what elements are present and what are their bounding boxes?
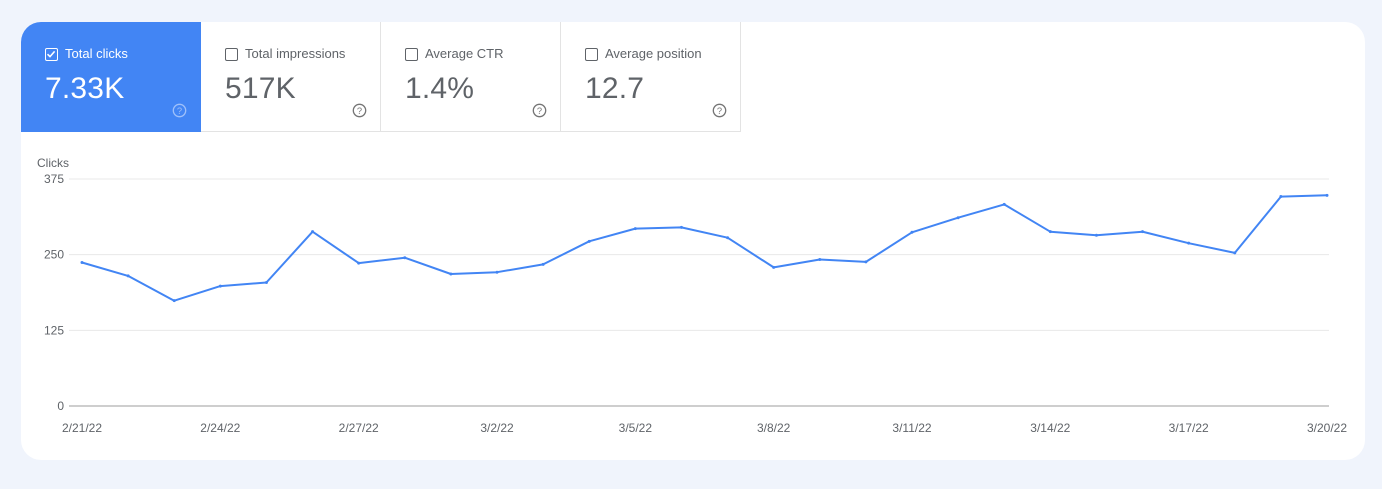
x-tick-label: 2/27/22 <box>339 421 379 435</box>
metric-label: Total impressions <box>245 46 346 61</box>
help-circle-icon[interactable]: ? <box>352 103 367 118</box>
data-point[interactable] <box>264 281 268 285</box>
data-point[interactable] <box>1141 230 1145 234</box>
data-point[interactable] <box>679 225 683 229</box>
metric-label: Average position <box>605 46 702 61</box>
data-point[interactable] <box>495 270 499 274</box>
series-group <box>80 193 1329 303</box>
data-point[interactable] <box>956 216 960 220</box>
data-point[interactable] <box>587 239 591 243</box>
x-tick-label: 3/14/22 <box>1030 421 1070 435</box>
svg-text:?: ? <box>357 106 362 116</box>
y-axis-label: Clicks <box>37 156 69 170</box>
svg-text:?: ? <box>537 106 542 116</box>
data-point[interactable] <box>633 227 637 231</box>
data-point[interactable] <box>357 261 361 265</box>
checkbox-icon[interactable] <box>45 48 58 61</box>
performance-card: Total clicks 7.33K ? Total impressions 5… <box>21 22 1365 460</box>
data-point[interactable] <box>218 284 222 288</box>
data-point[interactable] <box>403 256 407 260</box>
checkbox-icon[interactable] <box>225 48 238 61</box>
data-point[interactable] <box>1233 251 1237 255</box>
data-point[interactable] <box>1094 233 1098 237</box>
data-point[interactable] <box>1279 195 1283 199</box>
metric-label: Total clicks <box>65 46 128 61</box>
x-tick-label: 2/24/22 <box>200 421 240 435</box>
checkbox-icon[interactable] <box>585 48 598 61</box>
help-circle-icon[interactable]: ? <box>712 103 727 118</box>
x-tick-label: 3/20/22 <box>1307 421 1347 435</box>
x-tick-labels: 2/21/22 2/24/22 2/27/22 3/2/22 3/5/22 3/8/22 3… <box>62 421 1347 435</box>
data-point[interactable] <box>1325 193 1329 197</box>
data-point[interactable] <box>311 230 315 234</box>
y-tick-label: 0 <box>57 399 64 413</box>
metric-value: 7.33K <box>45 72 125 105</box>
data-point[interactable] <box>172 299 176 303</box>
data-point[interactable] <box>541 262 545 266</box>
data-point[interactable] <box>1187 241 1191 245</box>
data-point[interactable] <box>772 265 776 269</box>
help-circle-icon[interactable]: ? <box>532 103 547 118</box>
data-point[interactable] <box>910 230 914 234</box>
metric-value: 1.4% <box>405 72 475 105</box>
y-tick-labels: 0 125 250 375 <box>44 172 64 413</box>
data-point[interactable] <box>726 236 730 240</box>
data-point[interactable] <box>1048 230 1052 234</box>
metric-tabs: Total clicks 7.33K ? Total impressions 5… <box>21 22 741 132</box>
data-point[interactable] <box>864 260 868 264</box>
help-circle-icon[interactable]: ? <box>172 103 187 118</box>
x-tick-label: 3/11/22 <box>892 421 931 435</box>
data-point[interactable] <box>126 274 130 278</box>
metric-total-impressions[interactable]: Total impressions 517K ? <box>201 22 381 132</box>
x-tick-label: 2/21/22 <box>62 421 102 435</box>
data-point[interactable] <box>818 258 822 262</box>
metric-average-ctr[interactable]: Average CTR 1.4% ? <box>381 22 561 132</box>
checkbox-icon[interactable] <box>405 48 418 61</box>
x-tick-label: 3/5/22 <box>619 421 653 435</box>
svg-text:?: ? <box>177 106 182 116</box>
data-point[interactable] <box>449 272 453 276</box>
metric-value: 12.7 <box>585 72 645 105</box>
x-tick-label: 3/17/22 <box>1169 421 1209 435</box>
x-tick-label: 3/8/22 <box>757 421 791 435</box>
y-tick-label: 375 <box>44 172 64 186</box>
grid-lines <box>69 178 1329 407</box>
data-point[interactable] <box>1002 202 1006 206</box>
metric-value: 517K <box>225 72 296 105</box>
series-line-clicks <box>81 194 1328 302</box>
data-point[interactable] <box>80 261 84 265</box>
svg-text:?: ? <box>717 106 722 116</box>
metric-total-clicks[interactable]: Total clicks 7.33K ? <box>21 22 201 132</box>
metric-label: Average CTR <box>425 46 504 61</box>
x-tick-label: 3/2/22 <box>480 421 514 435</box>
y-tick-label: 125 <box>44 323 64 337</box>
y-tick-label: 250 <box>44 248 64 262</box>
metric-average-position[interactable]: Average position 12.7 ? <box>561 22 741 132</box>
clicks-line-chart: Clicks 0 125 250 375 2/21/22 2/24/22 2/27/22 3… <box>37 156 1347 435</box>
